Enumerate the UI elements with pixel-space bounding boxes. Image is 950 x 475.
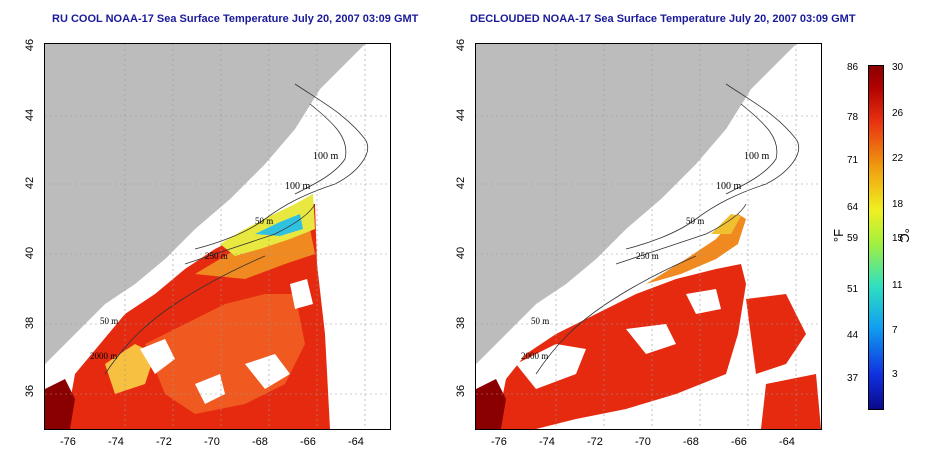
unit-fahrenheit: °F [831, 228, 847, 243]
celsius-tick: 11 [892, 280, 903, 291]
contour-label: 250 m [205, 251, 228, 261]
right-lon-tick: -64 [779, 436, 795, 448]
left-lon-tick: -72 [156, 436, 172, 448]
right-lat-tick: 38 [455, 316, 467, 330]
left-lon-tick: -74 [108, 436, 124, 448]
contour-label: 100 m [744, 151, 770, 162]
celsius-tick: 30 [892, 62, 904, 73]
contour-label: 50 m [531, 316, 549, 326]
right-lon-tick: -68 [683, 436, 699, 448]
left-map-title: RU COOL NOAA-17 Sea Surface Temperature … [52, 13, 419, 25]
celsius-tick: 3 [892, 369, 898, 380]
right-lon-tick: -70 [635, 436, 651, 448]
contour-label: 100 m [716, 181, 742, 192]
left-lat-tick: 42 [24, 176, 36, 190]
left-sst-map[interactable]: 100 m 100 m 50 m 250 m 50 m 2000 m [44, 43, 391, 430]
contour-label: 2000 m [521, 351, 548, 361]
fahrenheit-tick: 78 [847, 112, 859, 123]
temperature-colorbar [868, 65, 884, 410]
fahrenheit-tick: 64 [847, 202, 859, 213]
left-lat-tick: 44 [24, 108, 36, 122]
contour-label: 50 m [100, 316, 118, 326]
celsius-tick: 7 [892, 325, 898, 336]
right-lon-tick: -72 [587, 436, 603, 448]
contour-label: 2000 m [90, 351, 117, 361]
right-lat-tick: 46 [455, 38, 467, 52]
celsius-tick: 26 [892, 108, 904, 119]
celsius-tick: 15 [892, 233, 904, 244]
right-lat-tick: 44 [455, 108, 467, 122]
right-lon-tick: -66 [731, 436, 747, 448]
right-map-title: DECLOUDED NOAA-17 Sea Surface Temperatur… [470, 13, 856, 25]
fahrenheit-tick: 71 [847, 155, 859, 166]
left-lat-tick: 46 [24, 38, 36, 52]
right-lat-tick: 42 [455, 176, 467, 190]
left-lon-tick: -64 [348, 436, 364, 448]
left-lat-tick: 36 [24, 384, 36, 398]
right-map-graphic: 100 m 100 m 50 m 250 m 50 m 2000 m [476, 44, 821, 429]
fahrenheit-tick: 86 [847, 62, 859, 73]
left-map-graphic: 100 m 100 m 50 m 250 m 50 m 2000 m [45, 44, 390, 429]
right-lon-tick: -76 [491, 436, 507, 448]
right-lat-tick: 36 [455, 384, 467, 398]
celsius-tick: 18 [892, 199, 904, 210]
right-lon-tick: -74 [539, 436, 555, 448]
unit-celsius: °C [896, 228, 912, 243]
contour-label: 50 m [255, 216, 273, 226]
celsius-tick: 22 [892, 153, 904, 164]
contour-label: 50 m [686, 216, 704, 226]
left-lat-tick: 38 [24, 316, 36, 330]
fahrenheit-tick: 37 [847, 373, 859, 384]
left-lon-tick: -68 [252, 436, 268, 448]
left-lon-tick: -70 [204, 436, 220, 448]
left-lon-tick: -66 [300, 436, 316, 448]
left-lat-tick: 40 [24, 246, 36, 260]
fahrenheit-tick: 44 [847, 330, 859, 341]
contour-label: 100 m [285, 181, 311, 192]
contour-label: 250 m [636, 251, 659, 261]
right-sst-map[interactable]: 100 m 100 m 50 m 250 m 50 m 2000 m [475, 43, 822, 430]
contour-label: 100 m [313, 151, 339, 162]
fahrenheit-tick: 59 [847, 233, 859, 244]
right-lat-tick: 40 [455, 246, 467, 260]
left-lon-tick: -76 [60, 436, 76, 448]
fahrenheit-tick: 51 [847, 284, 859, 295]
